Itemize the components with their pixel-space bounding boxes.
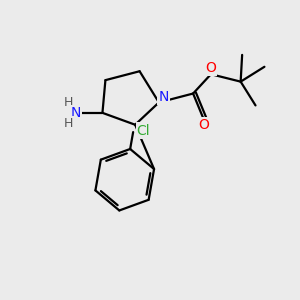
Text: N: N [70, 106, 81, 120]
Text: N: N [158, 90, 169, 104]
Text: O: O [199, 118, 209, 132]
Text: H: H [64, 96, 74, 109]
Text: H: H [64, 117, 74, 130]
Text: Cl: Cl [137, 124, 150, 138]
Text: O: O [205, 61, 216, 75]
